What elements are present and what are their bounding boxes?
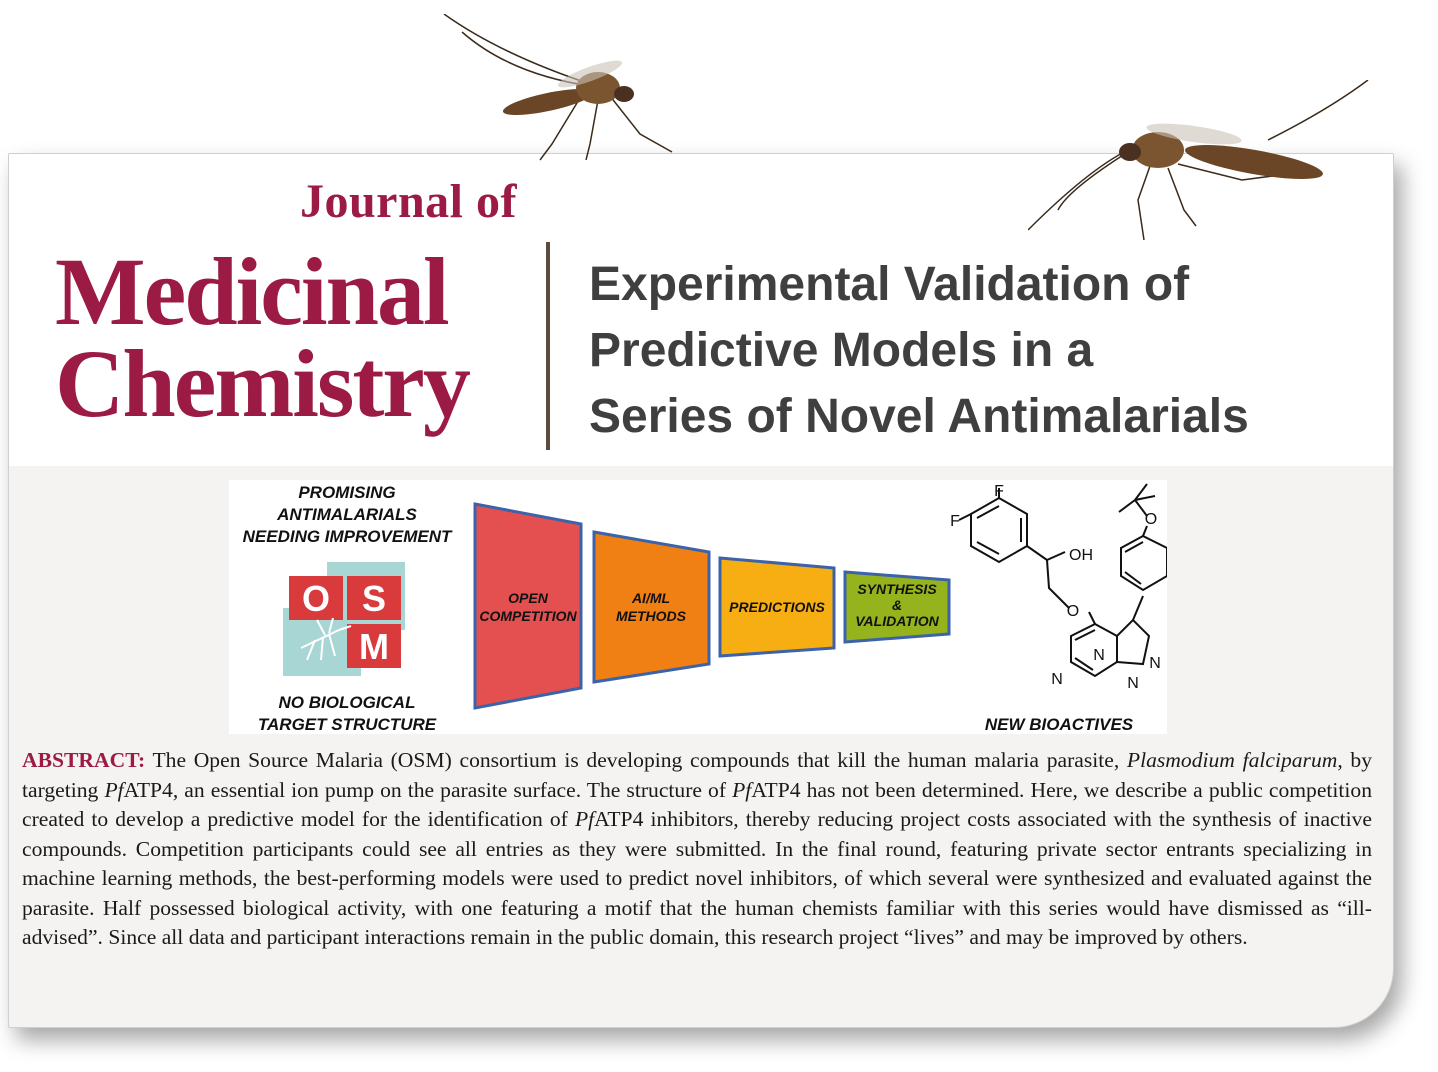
logo-letter-m: M: [359, 626, 389, 667]
stage-label: OPEN: [508, 590, 549, 606]
mosquito-icon: [443, 14, 673, 161]
header-panel: Journal of Medicinal Chemistry Experimen…: [9, 154, 1393, 466]
atom-label: O: [1067, 603, 1079, 620]
abstract-segment: ATP4, an essential ion pump on the paras…: [123, 777, 733, 802]
journal-medicinal-text: Medicinal: [55, 238, 450, 345]
atom-label: F: [950, 513, 960, 530]
stage-label: VALIDATION: [855, 613, 939, 629]
label-line: NO BIOLOGICAL: [278, 693, 416, 712]
abstract-segment: ATP4 has not been determined. Here, we d…: [22, 777, 1373, 832]
label-line: ANTIMALARIALS: [277, 505, 417, 524]
journal-chemistry-text: Chemistry: [55, 330, 471, 437]
abstract-pf: Pf: [104, 777, 124, 802]
stage-label: COMPETITION: [479, 608, 577, 624]
stage-open-competition: [473, 502, 583, 710]
atom-label: N: [1149, 655, 1161, 672]
stage-synthesis-validation: [843, 570, 951, 644]
bottom-left-label: NO BIOLOGICAL TARGET STRUCTURE: [229, 692, 465, 736]
abstract-pf: Pf: [732, 777, 752, 802]
difluorophenyl-ring: [970, 496, 1028, 564]
stage-label: &: [892, 597, 902, 613]
stage-label: AI/ML: [631, 590, 670, 606]
title-line: Experimental Validation of: [589, 258, 1190, 311]
logo-letter-o: O: [302, 578, 330, 619]
stage-label: METHODS: [616, 608, 687, 624]
osm-logo: O S M: [283, 562, 405, 676]
abstract-pf: Pf: [574, 807, 595, 831]
logo-red-square: [347, 624, 401, 668]
atom-label: OH: [1069, 547, 1093, 564]
header-divider: [546, 242, 550, 450]
article-title: Experimental Validation of Predictive Mo…: [589, 252, 1369, 450]
logo-letter-s: S: [362, 578, 386, 619]
molecule-structure: [958, 483, 1167, 678]
atom-label: N: [1093, 647, 1105, 664]
label-line: TARGET STRUCTURE: [257, 715, 437, 734]
journal-of-text: Journal of: [299, 175, 517, 228]
top-left-label: PROMISING ANTIMALARIALS NEEDING IMPROVEM…: [229, 482, 465, 548]
abstract-segment: , by targeting: [22, 748, 1373, 802]
right-label: NEW BIOACTIVES: [984, 715, 1134, 734]
label-line: PROMISING: [298, 483, 396, 502]
stage-ai-ml-methods: [592, 530, 711, 684]
logo-mosquito-icon: [300, 617, 352, 661]
mosquito-icon: [1028, 80, 1369, 240]
abstract-segment: The Open Source Malaria (OSM) consortium…: [145, 748, 1127, 772]
abstract-text: ABSTRACT: The Open Source Malaria (OSM) …: [22, 746, 1372, 953]
phenyl-ring: [1120, 534, 1167, 592]
title-line: Predictive Models in a: [589, 324, 1094, 377]
atom-label: F: [994, 483, 1004, 500]
stage-label: PREDICTIONS: [729, 599, 825, 615]
logo-red-square: [289, 576, 343, 620]
abstract-species: Plasmodium falciparum: [1126, 748, 1338, 772]
stage-label: SYNTHESIS: [857, 581, 937, 597]
atom-label: N: [1051, 671, 1063, 688]
atom-label: N: [1127, 675, 1139, 692]
label-line: NEEDING IMPROVEMENT: [242, 527, 452, 546]
atom-label: O: [1145, 511, 1157, 528]
abstract-label: ABSTRACT:: [22, 748, 146, 772]
title-line: Series of Novel Antimalarials: [589, 390, 1249, 443]
stage-predictions: [718, 556, 836, 658]
journal-logo: Journal of Medicinal Chemistry: [9, 154, 529, 466]
graphic-svg: O S M OPEN COMPETITION AI/ML METHODS PRE…: [283, 483, 1167, 710]
logo-red-square: [347, 576, 401, 620]
funnel: [473, 502, 951, 710]
abstract-segment: ATP4 inhibitors, thereby reducing projec…: [22, 807, 1373, 949]
graphical-abstract: PROMISING ANTIMALARIALS NEEDING IMPROVEM…: [229, 480, 1167, 734]
